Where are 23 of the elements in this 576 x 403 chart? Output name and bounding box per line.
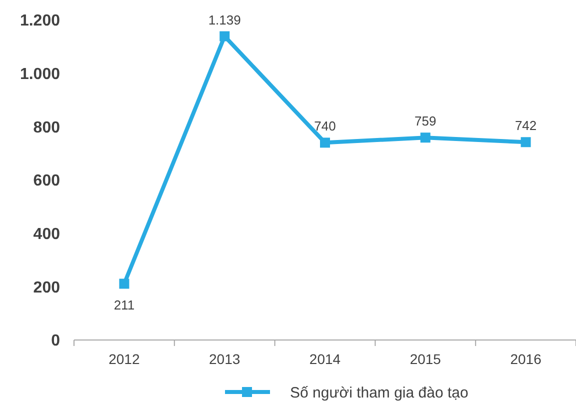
point — [320, 138, 330, 148]
y-tick-label: 200 — [33, 279, 60, 296]
x-tick-label: 2016 — [510, 351, 542, 367]
x-tick-label: 2013 — [209, 351, 240, 367]
data-label: 1.139 — [208, 12, 241, 28]
point — [119, 278, 130, 289]
x-tick-label: 2012 — [108, 351, 140, 367]
data-label: 759 — [414, 114, 436, 129]
data-label: 740 — [314, 118, 336, 134]
x-tick-label: 2015 — [410, 351, 442, 367]
y-tick-label: 800 — [33, 119, 60, 136]
x-tick-label: 2014 — [309, 351, 341, 367]
legend-label: Số người tham gia đào tạo — [290, 384, 468, 402]
data-label: 742 — [514, 118, 537, 134]
point — [220, 31, 230, 42]
y-tick-label: 400 — [33, 226, 60, 243]
y-tick-label: 600 — [33, 172, 60, 190]
point — [420, 132, 430, 143]
y-tick-label: 0 — [51, 332, 60, 350]
data-label: 211 — [114, 298, 135, 313]
y-tick-label: 1.200 — [20, 12, 60, 30]
point — [520, 137, 531, 148]
y-tick-label: 1.000 — [20, 66, 60, 83]
